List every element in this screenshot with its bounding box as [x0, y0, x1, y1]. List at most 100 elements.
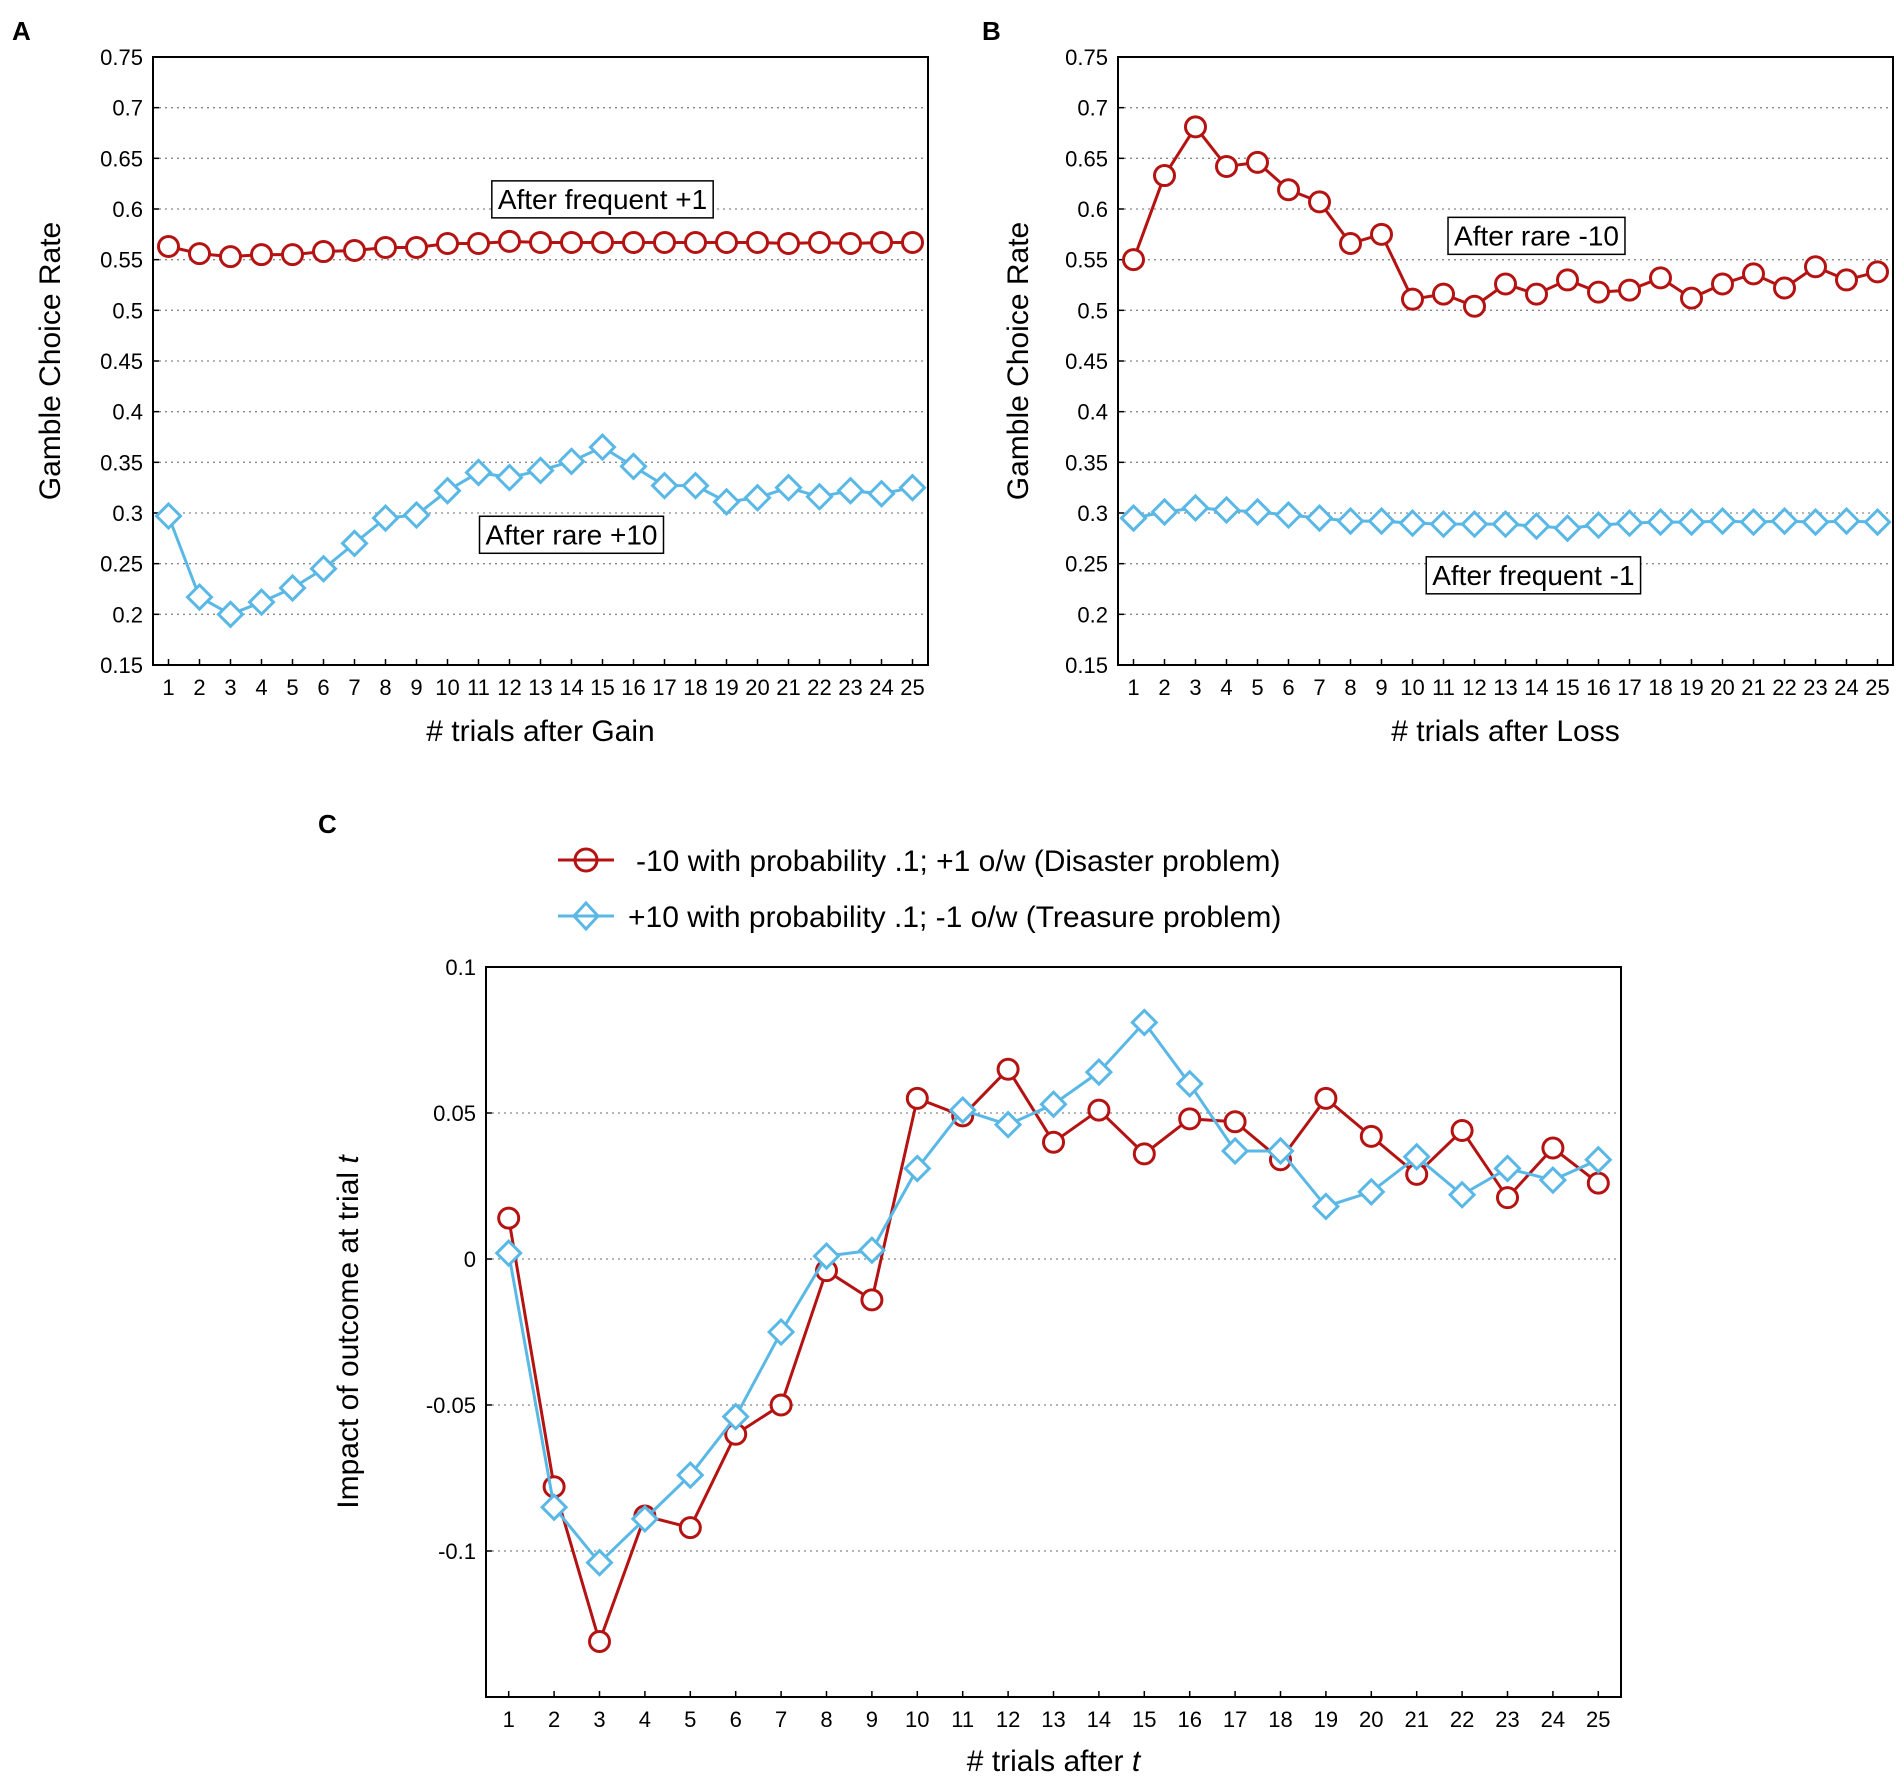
b-point-1-8: [1339, 231, 1362, 255]
c-point-1-13: [1042, 1130, 1065, 1154]
b-xtick-label: 18: [1648, 675, 1672, 700]
c-point-1-5: [678, 1516, 702, 1540]
a-point-2-22: [805, 482, 834, 511]
c-point-1-7: [769, 1393, 793, 1417]
panel-letter-b: B: [982, 16, 1001, 46]
a-point-2-18: [681, 471, 710, 500]
a-xtick-label: 18: [683, 675, 707, 700]
c-point-1-22: [1450, 1119, 1474, 1143]
b-xtick-label: 12: [1462, 675, 1486, 700]
a-point-2-21: [774, 473, 803, 502]
b-point-1-4: [1215, 154, 1238, 178]
a-point-2-2: [185, 582, 214, 612]
b-point-1-21: [1742, 262, 1765, 286]
c-point-2-18: [1266, 1136, 1295, 1166]
c-point-2-2: [539, 1493, 569, 1522]
b-ytick-label: 0.55: [1065, 248, 1108, 273]
c-xtick-label: 16: [1177, 1707, 1201, 1732]
c-point-1-10: [905, 1086, 929, 1110]
b-ytick-label: 0.5: [1077, 298, 1108, 323]
b-point-1-15: [1556, 268, 1579, 292]
c-point-2-9: [857, 1236, 887, 1265]
c-xtick-label: 13: [1041, 1707, 1065, 1732]
b-point-2-21: [1739, 507, 1768, 537]
b-point-2-9: [1367, 506, 1396, 536]
c-point-2-17: [1220, 1136, 1250, 1166]
a-point-2-24: [867, 479, 896, 508]
b-xtick-label: 24: [1834, 675, 1858, 700]
c-point-2-7: [766, 1317, 796, 1347]
c-xtick-label: 24: [1541, 1707, 1565, 1732]
panel-c-legend: -10 with probability .1; +1 o/w (Disaste…: [558, 845, 1281, 934]
a-point-2-25: [898, 473, 927, 502]
c-point-2-6: [721, 1402, 750, 1431]
a-point-1-15: [591, 230, 614, 254]
b-point-2-11: [1429, 510, 1458, 539]
b-point-1-14: [1525, 282, 1548, 306]
b-point-1-1: [1122, 248, 1145, 272]
a-x-axis-label: # trials after Gain: [426, 715, 654, 748]
a-point-1-20: [746, 230, 769, 254]
a-point-2-14: [557, 447, 586, 476]
legend-marker-treasure: [571, 900, 601, 932]
legend-label-treasure: +10 with probability .1; -1 o/w (Treasur…: [628, 901, 1281, 934]
a-point-1-19: [715, 230, 738, 254]
a-annotation-2: After rare +10: [486, 519, 658, 550]
a-point-1-3: [219, 245, 242, 269]
a-point-2-19: [712, 487, 741, 516]
a-point-1-7: [343, 239, 366, 263]
b-xtick-label: 17: [1617, 675, 1641, 700]
a-xtick-label: 14: [559, 675, 583, 700]
b-xtick-label: 11: [1432, 675, 1455, 700]
b-point-1-3: [1184, 115, 1207, 139]
c-ytick-label: 0.05: [433, 1101, 476, 1126]
a-xtick-label: 10: [435, 675, 459, 700]
a-point-1-11: [467, 231, 490, 255]
b-plot-frame: [1117, 56, 1894, 666]
b-xtick-label: 9: [1375, 675, 1387, 700]
c-xtick-label: 22: [1450, 1707, 1474, 1732]
a-point-1-2: [188, 242, 211, 266]
b-point-2-16: [1584, 511, 1613, 540]
b-ytick-label: 0.35: [1065, 450, 1108, 475]
b-point-1-6: [1277, 178, 1300, 202]
b-point-1-10: [1401, 287, 1424, 311]
c-point-1-15: [1132, 1142, 1156, 1166]
c-ytick-label: 0: [464, 1247, 476, 1272]
c-xtick-label: 2: [548, 1707, 560, 1732]
b-xtick-label: 3: [1189, 675, 1201, 700]
b-annotation-1: After rare -10: [1454, 220, 1619, 251]
a-point-2-11: [464, 458, 493, 487]
c-point-1-23: [1496, 1186, 1519, 1210]
b-ytick-label: 0.25: [1065, 552, 1108, 577]
b-xtick-label: 13: [1493, 675, 1517, 700]
a-plot-frame: [152, 56, 929, 666]
b-ytick-label: 0.7: [1077, 96, 1108, 121]
c-xtick-label: 11: [951, 1707, 974, 1732]
c-point-1-20: [1359, 1124, 1383, 1148]
a-point-1-4: [250, 243, 273, 267]
a-point-2-15: [588, 433, 617, 462]
a-ytick-label: 0.5: [112, 298, 143, 323]
b-point-1-11: [1432, 282, 1455, 306]
b-xtick-label: 1: [1127, 675, 1139, 700]
a-point-1-5: [281, 243, 304, 267]
c-point-1-19: [1314, 1086, 1338, 1110]
c-xtick-label: 6: [730, 1707, 742, 1732]
b-point-1-12: [1463, 294, 1486, 318]
a-point-2-23: [836, 476, 865, 505]
c-ytick-label: 0.1: [445, 955, 476, 980]
b-point-2-7: [1305, 503, 1334, 533]
c-xtick-label: 8: [820, 1707, 832, 1732]
c-xtick-label: 10: [905, 1707, 929, 1732]
b-xtick-label: 5: [1251, 675, 1263, 700]
b-ytick-label: 0.3: [1077, 501, 1108, 526]
a-annotation-box-1: [491, 180, 714, 219]
b-xtick-label: 8: [1344, 675, 1356, 700]
a-xtick-label: 23: [838, 675, 862, 700]
b-ytick-label: 0.65: [1065, 146, 1108, 171]
a-point-1-23: [839, 231, 862, 255]
a-xtick-label: 15: [590, 675, 614, 700]
a-y-axis-label: Gamble Choice Rate: [34, 222, 67, 500]
a-point-1-12: [498, 229, 521, 253]
